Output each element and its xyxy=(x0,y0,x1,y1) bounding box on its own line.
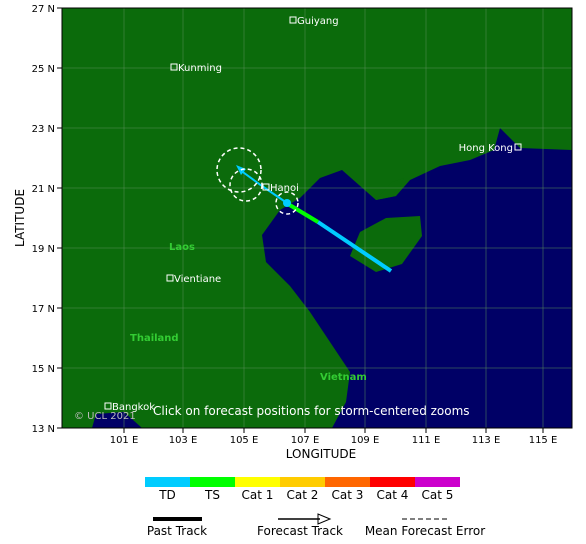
y-tick-label: 25 N xyxy=(32,64,55,75)
city-marker xyxy=(166,274,174,282)
x-tick-label: 113 E xyxy=(472,435,501,446)
legend-label: Cat 4 xyxy=(377,488,409,502)
legend-label: Cat 2 xyxy=(287,488,319,502)
cities: Guiyang Kunming Hanoi Hong Kong Vientiane Ban… xyxy=(104,16,522,413)
y-tick-label: 21 N xyxy=(32,184,55,195)
x-tick-label: 103 E xyxy=(169,435,198,446)
error-circle[interactable] xyxy=(216,147,262,193)
y-tick-label: 23 N xyxy=(32,124,55,135)
y-axis-label: LATITUDE xyxy=(13,189,27,247)
x-tick-label: 101 E xyxy=(110,435,139,446)
legend-swatch xyxy=(235,477,280,487)
past-track-td xyxy=(316,220,393,273)
storm-position[interactable] xyxy=(283,199,291,207)
legend-swatch xyxy=(415,477,460,487)
city-label: Hong Kong xyxy=(459,143,513,154)
arrow-head xyxy=(317,513,332,525)
y-tick-label: 13 N xyxy=(32,424,55,435)
legend-label: Past Track xyxy=(147,524,207,538)
peninsula xyxy=(376,178,404,200)
y-tick-label: 15 N xyxy=(32,364,55,375)
country-label: Laos xyxy=(169,242,195,253)
city-label: Bangkok xyxy=(112,402,155,413)
city-label: Hanoi xyxy=(270,183,299,194)
gulf xyxy=(92,412,142,428)
instruction: Click on forecast positions for storm-ce… xyxy=(153,404,470,418)
legend-label: Cat 5 xyxy=(422,488,454,502)
legend-swatch xyxy=(280,477,325,487)
y-tick-label: 27 N xyxy=(32,4,55,15)
forecast-arrow xyxy=(236,165,246,175)
x-tick-label: 107 E xyxy=(291,435,320,446)
legend-label: TD xyxy=(158,488,176,502)
city-marker xyxy=(104,402,112,410)
legend-swatch xyxy=(145,477,190,487)
axis-ticks: 101 E 103 E 105 E 107 E 109 E 111 E 113 E 115 E… xyxy=(32,4,558,446)
legend-label: TS xyxy=(204,488,220,502)
error-circle[interactable] xyxy=(275,191,299,215)
x-tick-label: 111 E xyxy=(412,435,441,446)
city-marker xyxy=(514,143,522,151)
island xyxy=(350,216,422,272)
legend-label: Forecast Track xyxy=(257,524,343,538)
map-frame xyxy=(61,7,573,429)
x-axis-label: LONGITUDE xyxy=(286,447,356,461)
intensity-legend: TD TS Cat 1 Cat 2 Cat 3 Cat 4 Cat 5 xyxy=(145,477,460,502)
legend-label: Cat 1 xyxy=(242,488,274,502)
city-marker xyxy=(170,63,178,71)
past-track-ts xyxy=(286,202,320,224)
country-label: Vietnam xyxy=(320,372,367,383)
city-label: Vientiane xyxy=(174,274,221,285)
city-marker xyxy=(262,183,270,191)
y-tick-label: 19 N xyxy=(32,244,55,255)
x-tick-label: 109 E xyxy=(351,435,380,446)
x-tick-label: 105 E xyxy=(230,435,259,446)
city-label: Kunming xyxy=(178,63,222,74)
legend-swatch xyxy=(370,477,415,487)
legend-swatch xyxy=(325,477,370,487)
legend-label: Cat 3 xyxy=(332,488,364,502)
city-marker xyxy=(289,16,297,24)
sea xyxy=(262,128,572,428)
city-label: Guiyang xyxy=(297,16,339,27)
country-label: Thailand xyxy=(130,333,179,344)
x-tick-label: 115 E xyxy=(529,435,558,446)
copyright: © UCL 2021 xyxy=(74,411,136,422)
legend-swatch xyxy=(190,477,235,487)
legend-label: Mean Forecast Error xyxy=(365,524,485,538)
track xyxy=(216,147,393,273)
y-tick-label: 17 N xyxy=(32,304,55,315)
error-circle[interactable] xyxy=(229,168,263,202)
